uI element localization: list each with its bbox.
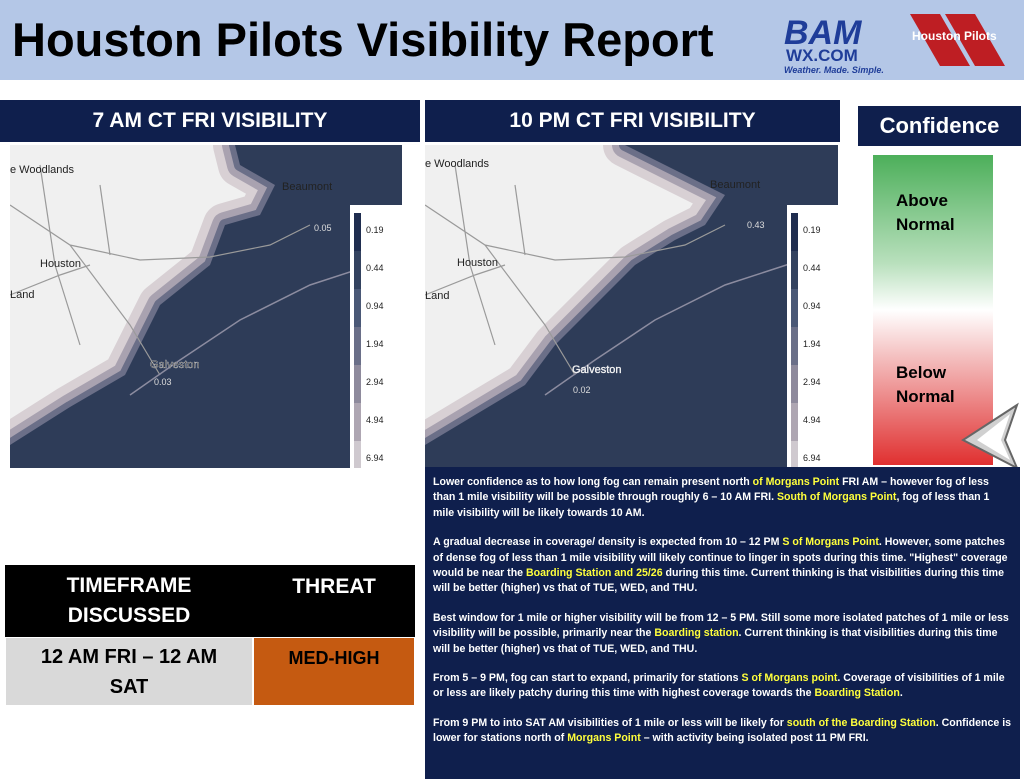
legend-swatch [354,289,361,327]
paragraph: A gradual decrease in coverage/ density … [433,535,1012,597]
text: . Coverage of visibilities of 1 mile or … [433,672,1005,700]
text: – with activity being isolated post 11 P… [640,732,869,745]
coast [544,254,818,396]
table-header: THREAT [253,565,415,637]
legend-swatch [354,365,361,403]
place-label: Houston [40,258,81,270]
legend-swatch [354,403,361,441]
legend-label: 1.94 [366,339,384,349]
reading-label: 0.43 [747,220,765,230]
legend-label: 0.19 [366,225,384,235]
legend-swatch [354,251,361,289]
tagline: Weather. Made. Simple. [784,65,884,75]
text: . Confidence is lower for stations north… [433,716,1012,745]
highlight: South of Morgans Point [776,491,897,504]
place-label: e Woodlands [10,164,75,176]
legend-swatch [354,441,361,468]
text: . However, some patches of dense fog of … [433,536,1008,580]
text: . Current thinking is that visibilities … [433,627,998,655]
table-cell: MED-HIGH [253,637,415,706]
header [0,0,1024,80]
confidence-title: Confidence [857,105,1022,147]
text: FRI AM – however fog of less than 1 mile… [433,476,989,504]
paragraph: From 9 PM to into SAT AM visibilities of… [433,716,1012,747]
pilots-logo: Houston Pilots [912,29,997,43]
legend-label: 0.94 [803,301,821,311]
legend-label: 4.94 [366,415,384,425]
fog [425,145,838,467]
fog [10,145,402,468]
table-header: TIMEFRAME DISCUSSED [5,565,253,637]
legend-label: 6.94 [803,453,821,463]
logos: BAM WX.COM Weather. Made. Simple. Housto… [784,14,1005,75]
text: , fog of less than 1 mile visibility wil… [433,491,990,519]
confidence-gradient [873,155,993,465]
legend-label: 2.94 [366,377,384,387]
table-cell: 12 AM FRI – 12 AM SAT [5,637,253,706]
legend-label: 4.94 [803,415,821,425]
place-label: Galveston [572,364,622,376]
highlight: of Morgans Point [752,476,840,488]
legend-label: 1.94 [803,339,821,349]
legend-swatch [791,441,798,467]
discussion: Lower confidence as to how long fog can … [425,467,1020,779]
map-title: 10 PM CT FRI VISIBILITY [425,100,840,142]
place-label: Beaumont [710,179,760,191]
legend-swatch [791,251,798,289]
legend-label: 0.44 [803,263,821,273]
text: during this time. Current thinking is th… [433,567,1004,595]
highlight: Boarding station [654,627,739,640]
legend-label: 0.94 [366,301,384,311]
roads [425,164,726,376]
paragraph: From 5 – 9 PM, fog can start to expand, … [433,671,1012,702]
legend-swatch [354,213,361,251]
legend-swatch [791,365,798,403]
reading-label: 0.02 [573,385,591,395]
map: e Woodlands Beaumont Houston Land Galveston 0… [10,145,402,468]
legend-swatch [791,327,798,365]
legend-label: 2.94 [803,377,821,387]
reading-label: 0.03 [154,377,172,387]
map: e Woodlands Beaumont Houston Land Galveston 0… [425,145,838,467]
text: From 5 – 9 PM, fog can start to expand, … [433,672,742,685]
confidence-above: Above Normal [896,191,955,234]
title: Houston Pilots Visibility Report [12,13,714,66]
highlight: S of Morgans Point [782,536,879,549]
text: A gradual decrease in coverage/ density … [433,536,783,549]
confidence-below: Below Normal [896,363,955,406]
coast [129,254,402,396]
text: Lower confidence as to how long fog can … [433,476,753,488]
bam-logo: BAM [784,14,862,52]
legend-swatch [354,327,361,365]
text: Best window for 1 mile or higher visibil… [433,611,1009,640]
wx-logo: WX.COM [786,46,858,65]
place-label: e Woodlands [425,158,490,170]
paragraph: Best window for 1 mile or higher visibil… [433,611,1012,657]
place-label: Houston [457,257,498,269]
highlight: south of the Boarding Station [786,716,936,729]
reading-label: 0.05 [314,223,332,233]
roads [10,164,311,376]
legend-swatch [791,289,798,327]
highlight: Boarding Station [814,687,900,700]
highlight: S of Morgans point [741,672,838,685]
paragraph: Lower confidence as to how long fog can … [433,475,1012,521]
place-label: Beaumont [282,181,332,193]
pilots-emblem [910,14,1005,66]
legend-swatch [791,213,798,251]
legend-swatch [791,403,798,441]
place-label: Galveston [150,359,200,371]
place-label: Land [10,289,34,301]
legend-label: 6.94 [366,453,384,463]
text: From 9 PM to into SAT AM visibilities of… [433,716,787,729]
legend-label: 0.19 [803,225,821,235]
highlight: Morgans Point [567,732,641,745]
text: . [899,687,903,700]
legend-label: 0.44 [366,263,384,273]
map-title: 7 AM CT FRI VISIBILITY [0,100,420,142]
highlight: Boarding Station and 25/26 [526,567,663,580]
place-label: Land [425,290,449,302]
arrow-indicator [961,402,1019,470]
